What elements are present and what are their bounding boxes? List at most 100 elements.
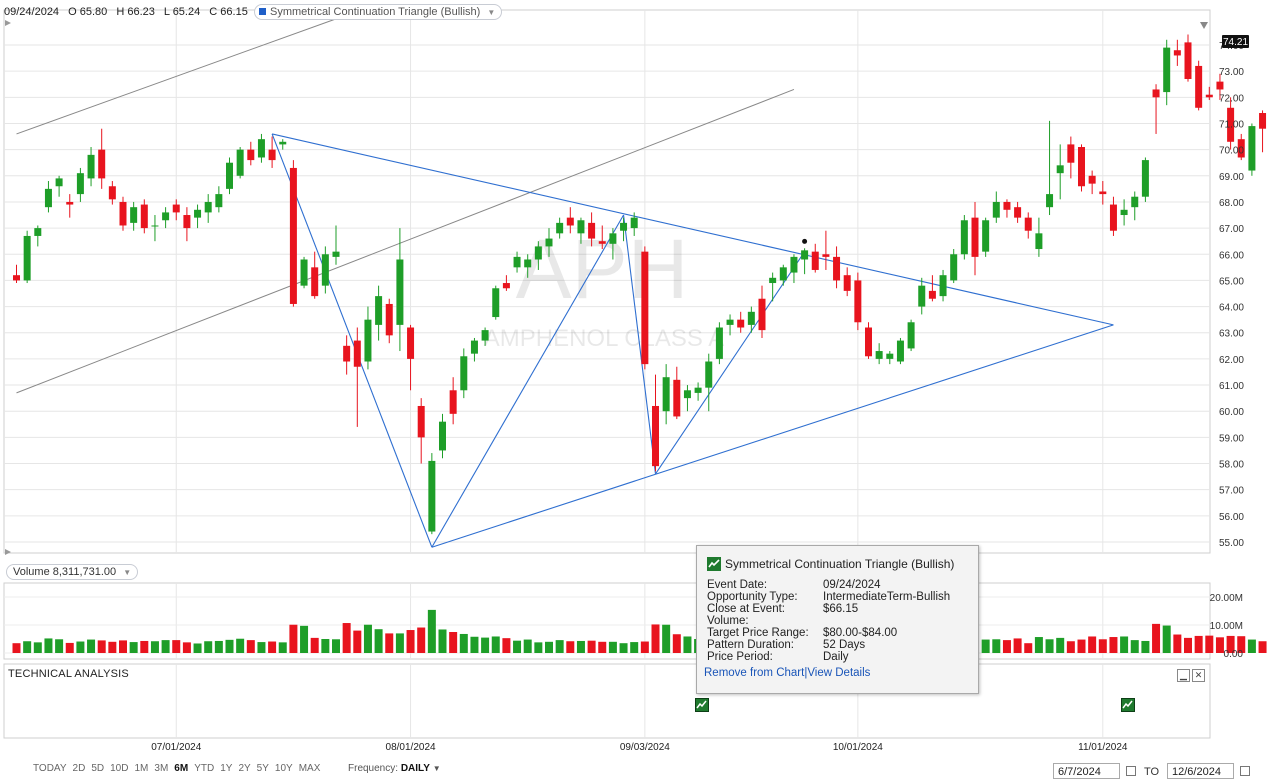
volume-bar [395,633,404,653]
volume-bar [427,609,436,653]
popup-row-value: 52 Days [823,639,866,651]
pattern-event-icon[interactable] [1121,698,1135,712]
range-option[interactable]: TODAY [33,763,67,774]
volume-bar [1002,640,1011,653]
y-tick-label: 65.00 [1219,276,1244,287]
candle-body [1163,47,1171,93]
candle [534,241,542,270]
chevron-down-icon[interactable]: ▼ [487,8,496,17]
remove-from-chart-link[interactable]: Remove from Chart [704,667,805,679]
candle-body [694,387,702,393]
popup-row: Volume: [707,615,950,627]
candle-body [588,222,596,239]
range-option[interactable]: MAX [298,763,321,774]
candle-body [385,303,393,336]
candle-body [375,296,383,325]
volume-tick-label: 0.00 [1224,649,1244,660]
candle-body [1056,165,1064,174]
candle-body [737,319,745,328]
candle-body [833,256,841,281]
volume-bar [491,636,500,653]
popup-row: Close at Event: $66.15 [707,603,950,615]
pattern-lines [271,133,1114,548]
candle-body [939,275,947,297]
from-date-input[interactable]: 6/7/2024 [1053,763,1120,779]
price-plot-frame [3,9,1211,554]
candle [343,335,351,375]
close-icon[interactable]: ✕ [1192,669,1205,682]
volume-tick-label: 10.00M [1210,621,1243,632]
volume-bar [214,640,223,653]
range-option[interactable]: 2D [72,763,86,774]
candle [918,277,926,315]
candle [428,453,436,535]
candle [588,212,596,247]
volume-bar [257,642,266,653]
candle-body [1099,191,1107,195]
y-tick-label: 61.00 [1219,381,1244,392]
pattern-event-icon[interactable] [695,698,709,712]
candle-body [747,311,755,325]
volume-bar [640,641,649,653]
candle-body [896,340,904,362]
volume-bar [1141,640,1150,653]
candle [1248,123,1256,176]
candle-body [598,241,606,244]
volume-chip[interactable]: Volume 8,311,731.00 ▼ [6,564,139,580]
candle [353,327,361,427]
pattern-chip-label: Symmetrical Continuation Triangle (Bulli… [270,6,481,18]
range-option[interactable]: 1Y [220,763,233,774]
candle-body [1035,233,1043,250]
pattern-line [623,214,657,475]
volume-bar [1109,637,1118,653]
volume-bar [129,642,138,653]
candle-body [928,290,936,299]
minimize-icon[interactable]: ▁ [1177,669,1190,682]
volume-bar [119,640,127,653]
grid [3,9,1211,739]
candle [630,212,638,236]
range-option[interactable]: 3M [154,763,169,774]
candle [779,264,787,286]
range-option[interactable]: 2Y [238,763,251,774]
volume-bar [545,641,553,653]
range-option[interactable]: 10Y [274,763,293,774]
candle [1067,136,1075,179]
range-option[interactable]: 5Y [256,763,269,774]
frequency-selector[interactable]: Frequency: DAILY ▼ [348,763,441,774]
range-option[interactable]: 1M [134,763,149,774]
candle [641,246,649,370]
calendar-icon[interactable] [1240,766,1250,776]
ohlc-low: L 65.24 [163,6,201,18]
to-date-input[interactable]: 12/6/2024 [1167,763,1234,779]
candle-body [162,212,170,221]
candle [481,327,489,346]
candle-body [1173,50,1181,56]
candle-body [236,149,244,176]
candle-body [481,330,489,341]
frequency-value[interactable]: DAILY [400,763,430,774]
candle-body [1152,89,1160,98]
pattern-chip[interactable]: Symmetrical Continuation Triangle (Bulli… [254,4,503,20]
calendar-icon[interactable] [1126,766,1136,776]
candle-body [470,340,478,354]
candle [417,398,425,464]
candle [971,201,979,276]
candles [13,34,1267,535]
chevron-down-icon[interactable]: ▼ [432,764,441,773]
candle-body [982,220,990,252]
range-option[interactable]: 6M [174,763,189,774]
view-details-link[interactable]: View Details [807,667,871,679]
range-option[interactable]: 5D [91,763,105,774]
candle [1216,73,1224,100]
range-option[interactable]: 10D [110,763,129,774]
candle [886,351,894,365]
volume-bar [150,641,159,653]
candle-body [204,201,212,213]
candle-body [790,256,798,273]
candle [683,385,691,412]
chevron-down-icon[interactable]: ▼ [123,568,132,577]
range-option[interactable]: YTD [194,763,215,774]
candle [1035,217,1043,257]
